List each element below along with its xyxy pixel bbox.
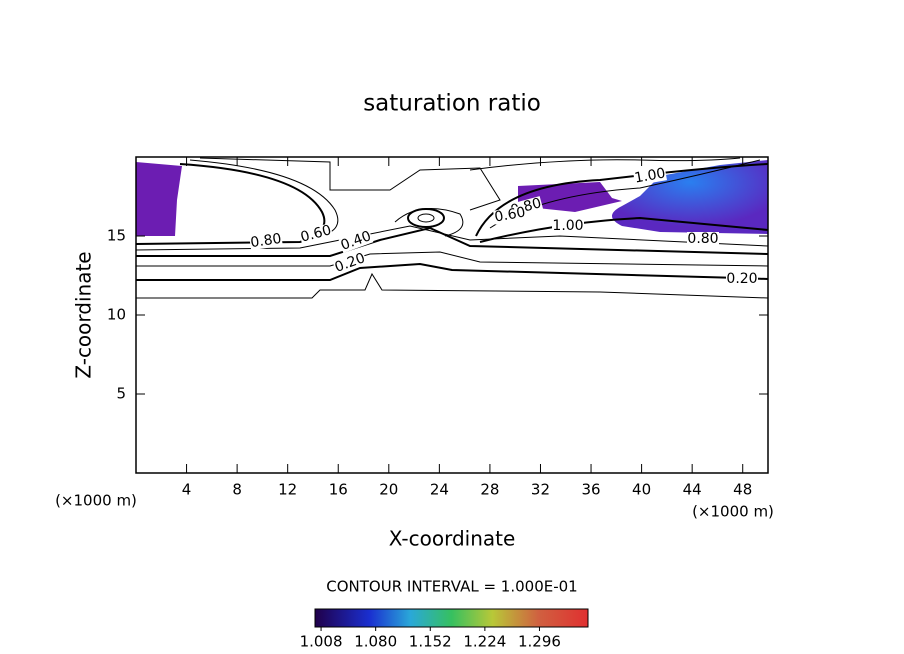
y-tick-label: 15 (107, 227, 126, 245)
colorbar-tick-label: 1.152 (409, 633, 452, 651)
x-tick-label: 44 (683, 481, 702, 499)
contour-label-bg (552, 219, 584, 233)
y-tick-label: 5 (116, 385, 126, 403)
contour-label: 0.60 (493, 204, 526, 225)
contour-line (394, 208, 464, 237)
contour-line (475, 163, 769, 237)
contour-label-bg (332, 250, 368, 276)
x-tick-label: 8 (232, 481, 242, 499)
x-tick-label: 36 (581, 481, 600, 499)
contour-label-bg (493, 205, 527, 225)
contour-label-bg (633, 166, 667, 186)
x-tick-label: 12 (278, 481, 297, 499)
filled-region (136, 162, 182, 236)
colorbar-tick-label: 1.080 (354, 633, 397, 651)
filled-region (612, 160, 768, 234)
contour-line (135, 225, 769, 251)
contour-line (136, 226, 769, 257)
x-tick-label: 28 (480, 481, 499, 499)
colorbar (314, 608, 589, 628)
filled-regions (136, 160, 768, 236)
contour-line (136, 272, 769, 299)
y-axis-label: Z-coordinate (72, 251, 96, 378)
x-unit: (×1000 m) (692, 503, 774, 521)
chart-title: saturation ratio (363, 91, 541, 117)
x-tick-label: 32 (531, 481, 550, 499)
contour-line (469, 157, 741, 171)
contour-label: 0.40 (339, 228, 374, 254)
contour-label: 0.80 (249, 231, 282, 251)
contour-label: 0.80 (687, 231, 718, 247)
colorbar-tick-label: 1.224 (463, 633, 506, 651)
contour-label: 1.00 (552, 218, 583, 234)
x-tick-label: 48 (733, 481, 752, 499)
y-unit: (×1000 m) (55, 492, 137, 510)
contour-label-bg (687, 232, 719, 246)
x-tick-label: 4 (182, 481, 192, 499)
contour-line (417, 213, 435, 223)
contour-line (199, 157, 501, 211)
contour-label: 1.00 (633, 165, 666, 186)
contour-line (189, 159, 339, 237)
contour-label: 0.60 (299, 222, 333, 246)
contour-label-bg (249, 231, 283, 251)
y-tick-label: 10 (107, 306, 126, 324)
contour-line (136, 251, 769, 267)
contour-label-bg (298, 223, 334, 245)
contour-interval: CONTOUR INTERVAL = 1.000E-01 (326, 578, 577, 596)
contour-label-bg (338, 228, 374, 254)
x-tick-label: 24 (430, 481, 449, 499)
colorbar-tick-label: 1.008 (300, 633, 343, 651)
contour-label: 0.20 (726, 271, 757, 287)
contour-label-bg (726, 272, 758, 286)
x-tick-label: 40 (632, 481, 651, 499)
x-tick-label: 20 (379, 481, 398, 499)
x-tick-label: 16 (329, 481, 348, 499)
x-axis-label: X-coordinate (389, 527, 516, 551)
colorbar-tick-label: 1.296 (518, 633, 561, 651)
